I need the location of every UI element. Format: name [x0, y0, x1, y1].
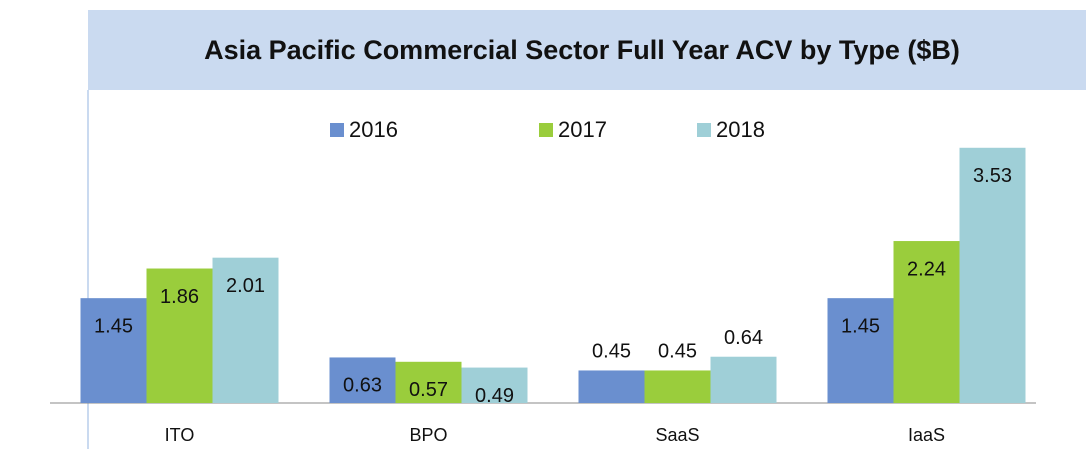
data-label: 0.57: [409, 379, 448, 401]
data-label: 2.24: [907, 258, 946, 280]
x-tick-label: ITO: [165, 425, 195, 445]
bar: [959, 147, 1026, 403]
bar: [710, 356, 777, 403]
bar: [212, 257, 279, 403]
legend-swatch: [697, 123, 711, 137]
legend-swatch: [330, 123, 344, 137]
bar: [395, 361, 462, 403]
legend-label: 2018: [716, 117, 765, 142]
data-label: 0.45: [592, 341, 631, 363]
legend-label: 2017: [558, 117, 607, 142]
chart-title: Asia Pacific Commercial Sector Full Year…: [204, 35, 960, 65]
x-tick-label: IaaS: [908, 425, 945, 445]
bar: [644, 370, 711, 403]
data-label: 1.45: [94, 315, 133, 337]
legend-swatch: [539, 123, 553, 137]
bar: [827, 298, 894, 403]
data-label: 2.01: [226, 275, 265, 297]
bar: [461, 367, 528, 403]
bar: [146, 268, 213, 403]
data-label: 0.49: [475, 385, 514, 407]
legend-label: 2016: [349, 117, 398, 142]
data-label: 1.86: [160, 286, 199, 308]
bar: [80, 298, 147, 403]
data-label: 0.64: [724, 327, 763, 349]
data-label: 0.63: [343, 375, 382, 397]
title-band: [88, 10, 1086, 90]
data-label: 1.45: [841, 315, 880, 337]
bar: [893, 241, 960, 403]
x-tick-label: SaaS: [655, 425, 699, 445]
bar: [329, 357, 396, 403]
data-label: 0.45: [658, 341, 697, 363]
data-label: 3.53: [973, 165, 1012, 187]
x-tick-label: BPO: [409, 425, 447, 445]
bar: [578, 370, 645, 403]
